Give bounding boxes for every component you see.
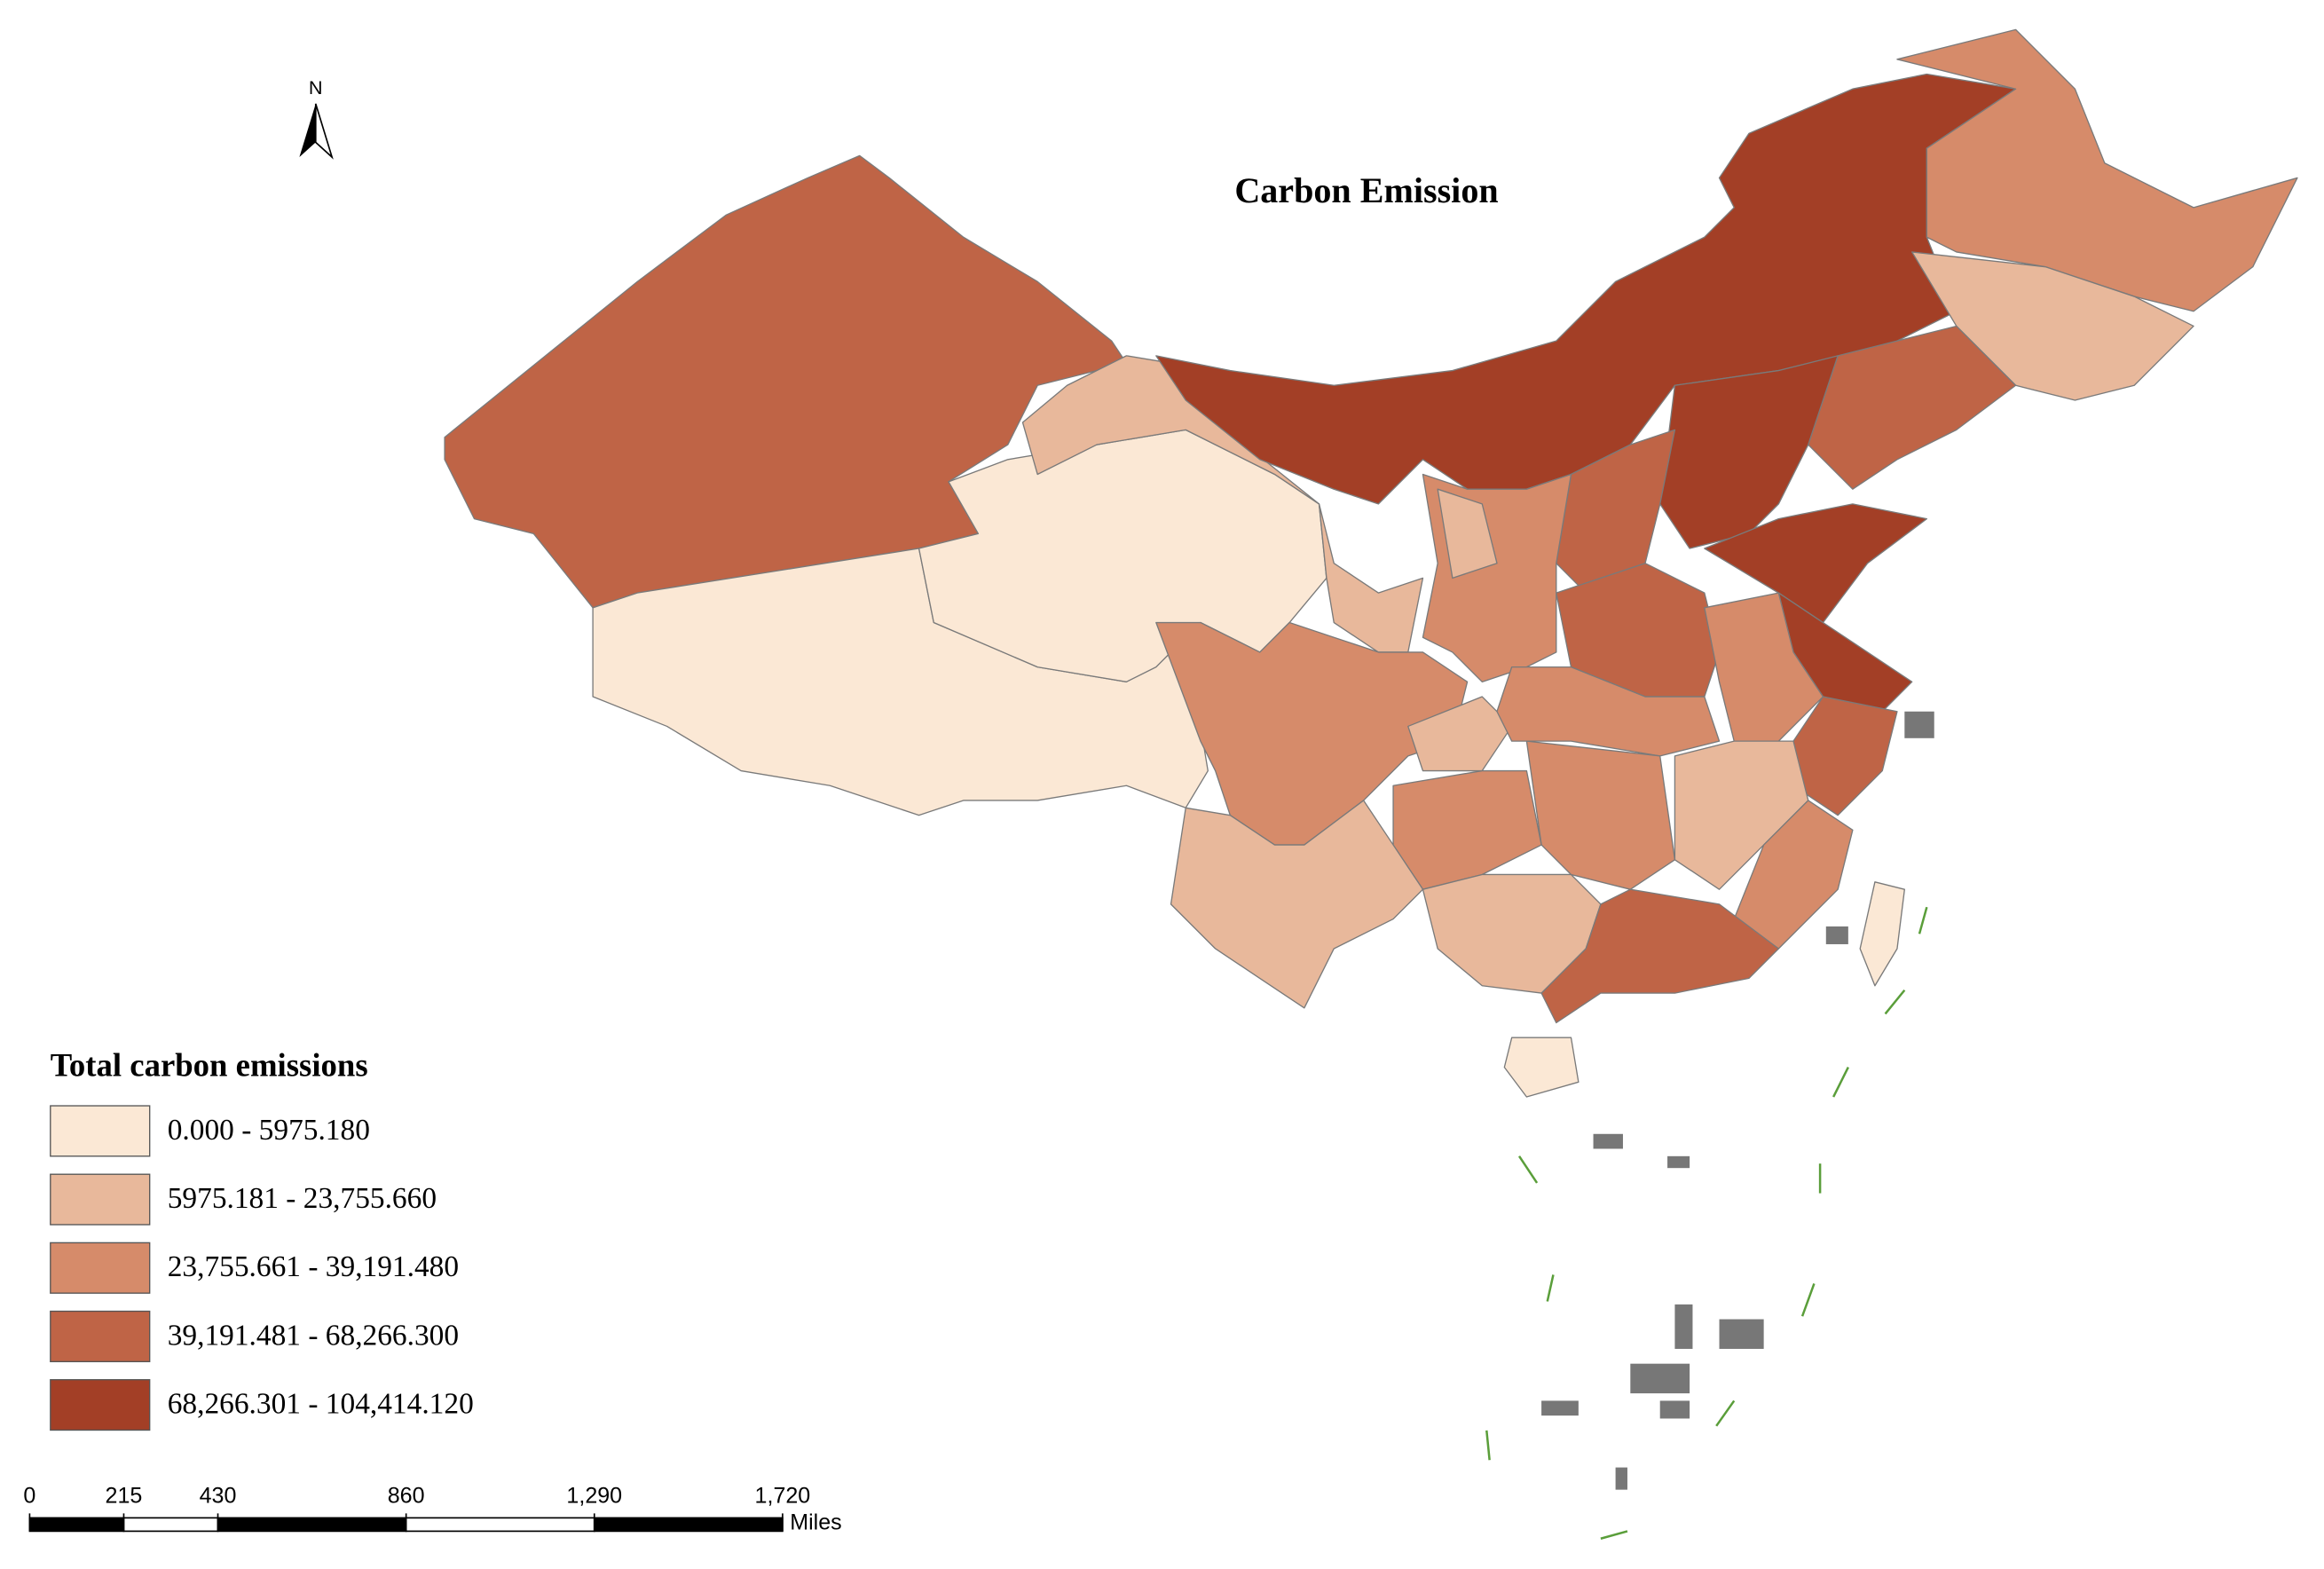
north-arrow-left [299,103,316,158]
legend-label: 5975.181 - 23,755.660 [168,1182,437,1215]
province [1437,488,1498,580]
north-arrow: N [299,76,334,160]
legend-swatch [50,1310,151,1362]
legend-label: 39,191.481 - 68,266.300 [168,1319,459,1352]
scale-tick-label: 1,720 [755,1484,811,1509]
legend-swatch [50,1242,151,1294]
province [1896,28,2298,312]
province [1659,355,1839,549]
scale-segment [405,1517,595,1533]
scale-tick-label: 430 [200,1484,237,1509]
province [1407,696,1513,772]
legend-swatch [50,1379,151,1431]
legend-label: 23,755.661 - 39,191.480 [168,1250,459,1283]
province [1556,429,1676,594]
province [1525,740,1676,890]
legend-swatch [50,1105,151,1157]
scale-tick-label: 0 [23,1484,35,1509]
islands [1541,711,1934,1490]
province [1792,696,1898,816]
province [1170,800,1424,1009]
province [1392,769,1542,890]
legend-title: Total carbon emissions [51,1047,368,1084]
scale-tick-label: 1,290 [566,1484,622,1509]
province-layer [444,28,2298,1540]
province [1503,1037,1580,1098]
scale-segment [122,1517,219,1533]
scale-unit: Miles [790,1510,841,1535]
scale-bar: Miles 0 215 430 860 1,290 1,720 [23,1484,841,1535]
scale-segment [217,1517,407,1533]
scale-tick-label: 860 [388,1484,425,1509]
province [1808,325,2017,490]
north-label: N [309,76,323,99]
scale-segment [28,1517,125,1533]
legend-label: 0.000 - 5975.180 [168,1114,370,1147]
province [1859,881,1905,987]
province [1496,666,1721,757]
legend: 0.000 - 5975.180 5975.181 - 23,755.660 23,… [50,1105,474,1431]
nine-dash-line [1485,906,1928,1540]
scale-segment [593,1517,784,1533]
scale-tick-label: 215 [106,1484,143,1509]
legend-label: 68,266.301 - 104,414.120 [168,1387,474,1420]
province [1704,592,1824,742]
province [1540,888,1780,1024]
map-title: Carbon Emission [1234,170,1498,210]
north-arrow-right [314,103,334,160]
legend-swatch [50,1173,151,1226]
